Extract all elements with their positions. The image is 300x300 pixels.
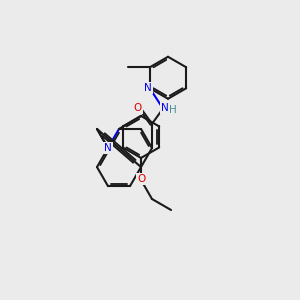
- Text: H: H: [169, 105, 177, 115]
- Text: N: N: [144, 83, 152, 93]
- Text: O: O: [134, 103, 142, 112]
- Text: O: O: [137, 174, 145, 184]
- Text: N: N: [104, 143, 112, 153]
- Text: N: N: [161, 103, 169, 112]
